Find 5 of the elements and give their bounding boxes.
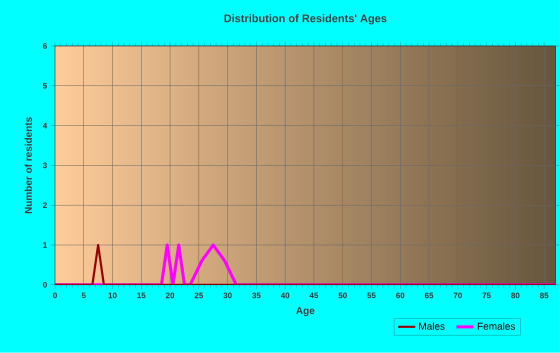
- y-axis-title: Number of residents: [24, 117, 32, 214]
- chart-title: Distribution of Residents' Ages: [224, 14, 386, 25]
- legend-label: Females: [478, 322, 516, 330]
- x-axis-title: Age: [296, 307, 314, 316]
- legend-label: Males: [419, 322, 445, 330]
